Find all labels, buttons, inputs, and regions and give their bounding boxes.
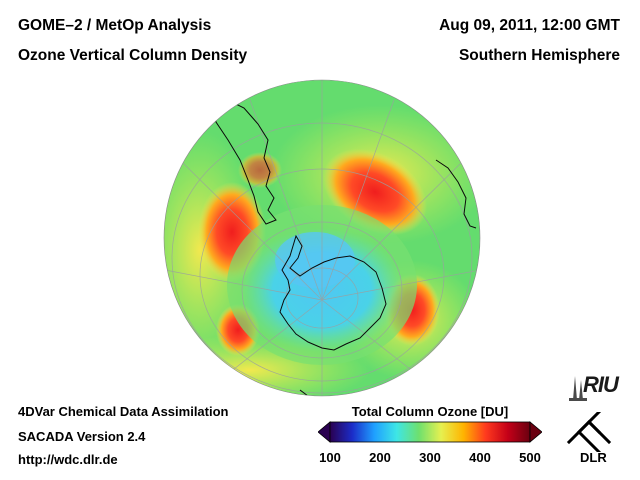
analysis-datetime: Aug 09, 2011, 12:00 GMT: [439, 17, 620, 34]
south-america-coast: [211, 99, 277, 225]
colorbar-title: Total Column Ozone [DU]: [351, 404, 509, 419]
footer-url[interactable]: http://wdc.dlr.de: [18, 452, 118, 467]
dlr-logo-icon: [566, 412, 612, 452]
graticule: [164, 80, 480, 396]
hemisphere-label: Southern Hemisphere: [458, 47, 620, 64]
product-subtitle: Ozone Vertical Column Density: [18, 47, 248, 64]
colorbar-tick-label: 500: [519, 450, 541, 465]
colorbar-bar: [329, 421, 531, 443]
colorbar-tick-label: 100: [319, 450, 341, 465]
ozone-colorbar: [318, 421, 542, 443]
colorbar-tick-label: 400: [469, 450, 491, 465]
footer-version: SACADA Version 2.4: [18, 429, 146, 444]
riu-logo-text: RIU: [583, 372, 619, 397]
dlr-logo-text: DLR: [580, 450, 607, 465]
globe-outline: [163, 79, 481, 397]
riu-logo-icon: [569, 376, 587, 401]
colorbar-tick-label: 200: [369, 450, 391, 465]
colorbar-arrow-min: [318, 421, 331, 443]
colorbar-tick-label: 300: [419, 450, 441, 465]
product-title: GOME–2 / MetOp Analysis: [18, 17, 212, 34]
antarctica-coast: [279, 234, 387, 351]
footer-method: 4DVar Chemical Data Assimilation: [18, 404, 229, 419]
colorbar-arrow-max: [529, 421, 542, 443]
africa-coast: [435, 159, 477, 229]
